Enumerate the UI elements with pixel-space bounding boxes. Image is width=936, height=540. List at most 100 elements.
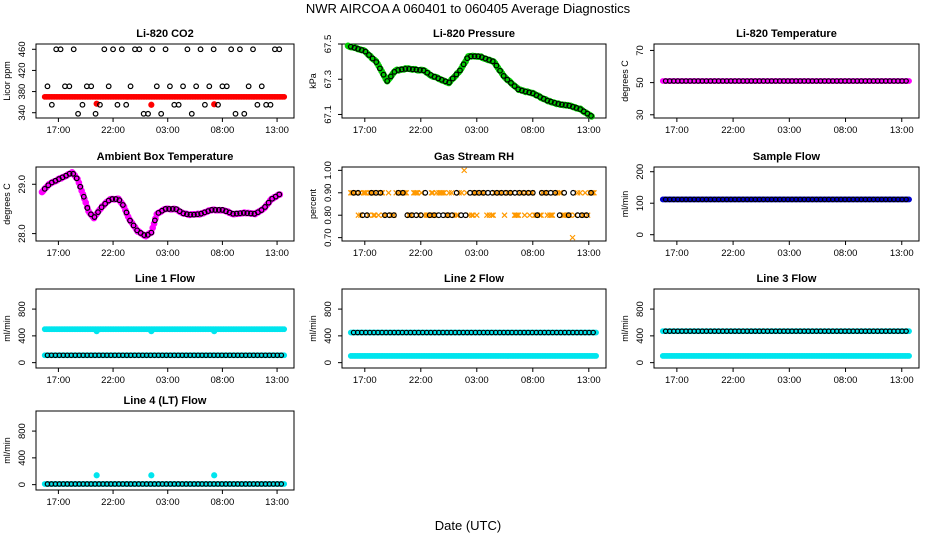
data-point	[548, 98, 554, 105]
x-tick-label: 22:00	[101, 248, 125, 259]
data-point	[562, 102, 569, 108]
data-point	[590, 329, 596, 336]
data-point	[549, 212, 556, 219]
data-point	[490, 212, 497, 219]
data-point	[276, 46, 283, 53]
y-axis-label: ml/min	[308, 315, 318, 342]
data-point	[148, 328, 155, 335]
data-point	[500, 72, 507, 79]
panel-title: Li-820 Temperature	[736, 28, 837, 40]
y-tick-label: 29.0	[17, 175, 28, 194]
data-point	[187, 211, 194, 218]
data-point	[552, 189, 559, 196]
y-tick-label: 67.1	[323, 105, 334, 124]
data-point	[219, 207, 226, 213]
data-point	[88, 83, 95, 90]
panel-title: Line 2 Flow	[444, 273, 504, 285]
data-point	[79, 101, 86, 108]
x-tick-label: 17:00	[665, 125, 689, 136]
x-tick-label: 08:00	[211, 497, 235, 508]
x-tick-label: 22:00	[101, 375, 125, 386]
series-black	[662, 78, 909, 84]
x-tick-label: 03:00	[777, 375, 801, 386]
data-point	[197, 46, 204, 53]
y-axis-label: degrees C	[2, 183, 12, 225]
data-point	[136, 46, 143, 53]
x-tick-label: 08:00	[211, 248, 235, 259]
x-tick-label: 17:00	[353, 375, 377, 386]
y-tick-label: 380	[17, 84, 28, 100]
data-point	[457, 67, 463, 74]
data-point	[265, 199, 272, 206]
data-point	[355, 189, 361, 196]
data-point	[493, 62, 500, 69]
data-point	[460, 61, 467, 68]
panel-ambient-box-temperature: Ambient Box Temperature degrees C 28.0 29.0…	[2, 151, 295, 259]
plot-frame	[35, 166, 295, 242]
data-point	[241, 110, 248, 117]
data-point	[449, 212, 456, 219]
data-point	[385, 189, 392, 196]
data-point	[362, 48, 369, 55]
series-cyan	[347, 353, 599, 359]
data-point	[77, 183, 84, 190]
data-point	[105, 83, 112, 90]
x-tick-label: 13:00	[890, 375, 914, 386]
data-point	[247, 210, 254, 217]
data-point	[215, 101, 221, 108]
data-point	[244, 210, 251, 217]
x-tick-label: 22:00	[409, 125, 433, 136]
x-tick-label: 03:00	[156, 248, 180, 259]
y-tick-label: 460	[17, 41, 28, 57]
data-point	[570, 189, 577, 196]
data-point	[101, 46, 108, 53]
figure-title: NWR AIRCOA A 060401 to 060405 Average Di…	[306, 1, 631, 16]
data-point	[205, 208, 212, 215]
data-point	[201, 209, 208, 216]
panel-line-1-flow: Line 1 Flow ml/min 0 400 800 17:00 22:00 03:00 0…	[2, 273, 295, 386]
data-point	[93, 100, 100, 107]
data-point	[93, 328, 100, 335]
y-axis-label: ml/min	[2, 437, 12, 464]
data-point	[453, 71, 460, 78]
data-point	[417, 212, 424, 219]
y-axis-label: degrees C	[620, 60, 630, 102]
data-point	[45, 182, 52, 189]
data-point	[548, 212, 555, 219]
panel-gas-stream-rh: Gas Stream RH percent 0.70 0.80 0.90 1.00 17:0…	[308, 151, 607, 259]
panel-line-3-flow: Line 3 Flow ml/min 0 400 800 17:00 22:00 03:00 0…	[620, 273, 920, 386]
series-black	[662, 328, 909, 334]
data-point	[395, 67, 402, 73]
data-point	[366, 52, 372, 58]
panel-li820-co2: Li-820 CO2 Licor ppm 340 380 420 460 17:00 22:0…	[2, 28, 295, 136]
series-black	[41, 170, 283, 238]
x-tick-label: 03:00	[777, 248, 801, 259]
data-point	[91, 214, 98, 220]
series-black	[350, 329, 596, 336]
data-point	[593, 353, 599, 359]
data-point	[194, 211, 201, 218]
x-tick-label: 22:00	[409, 375, 433, 386]
series-cyan	[41, 326, 288, 335]
data-point	[228, 46, 235, 53]
x-tick-label: 08:00	[521, 375, 545, 386]
y-tick-label: 800	[323, 301, 334, 317]
data-point	[521, 212, 528, 219]
y-tick-label: 800	[17, 301, 28, 317]
data-point	[588, 112, 594, 119]
y-tick-label: 200	[635, 164, 646, 180]
plot-frame	[653, 288, 920, 369]
x-tick-label: 03:00	[156, 497, 180, 508]
x-tick-label: 22:00	[721, 375, 745, 386]
data-point	[102, 200, 109, 207]
data-point	[551, 99, 558, 106]
data-point	[180, 83, 186, 90]
data-point	[384, 78, 391, 84]
data-point	[573, 105, 580, 111]
x-tick-label: 22:00	[721, 248, 745, 259]
data-point	[226, 209, 233, 216]
data-point	[84, 205, 91, 211]
y-tick-label: 0	[17, 360, 28, 365]
data-point	[215, 207, 222, 213]
data-point	[281, 93, 288, 100]
